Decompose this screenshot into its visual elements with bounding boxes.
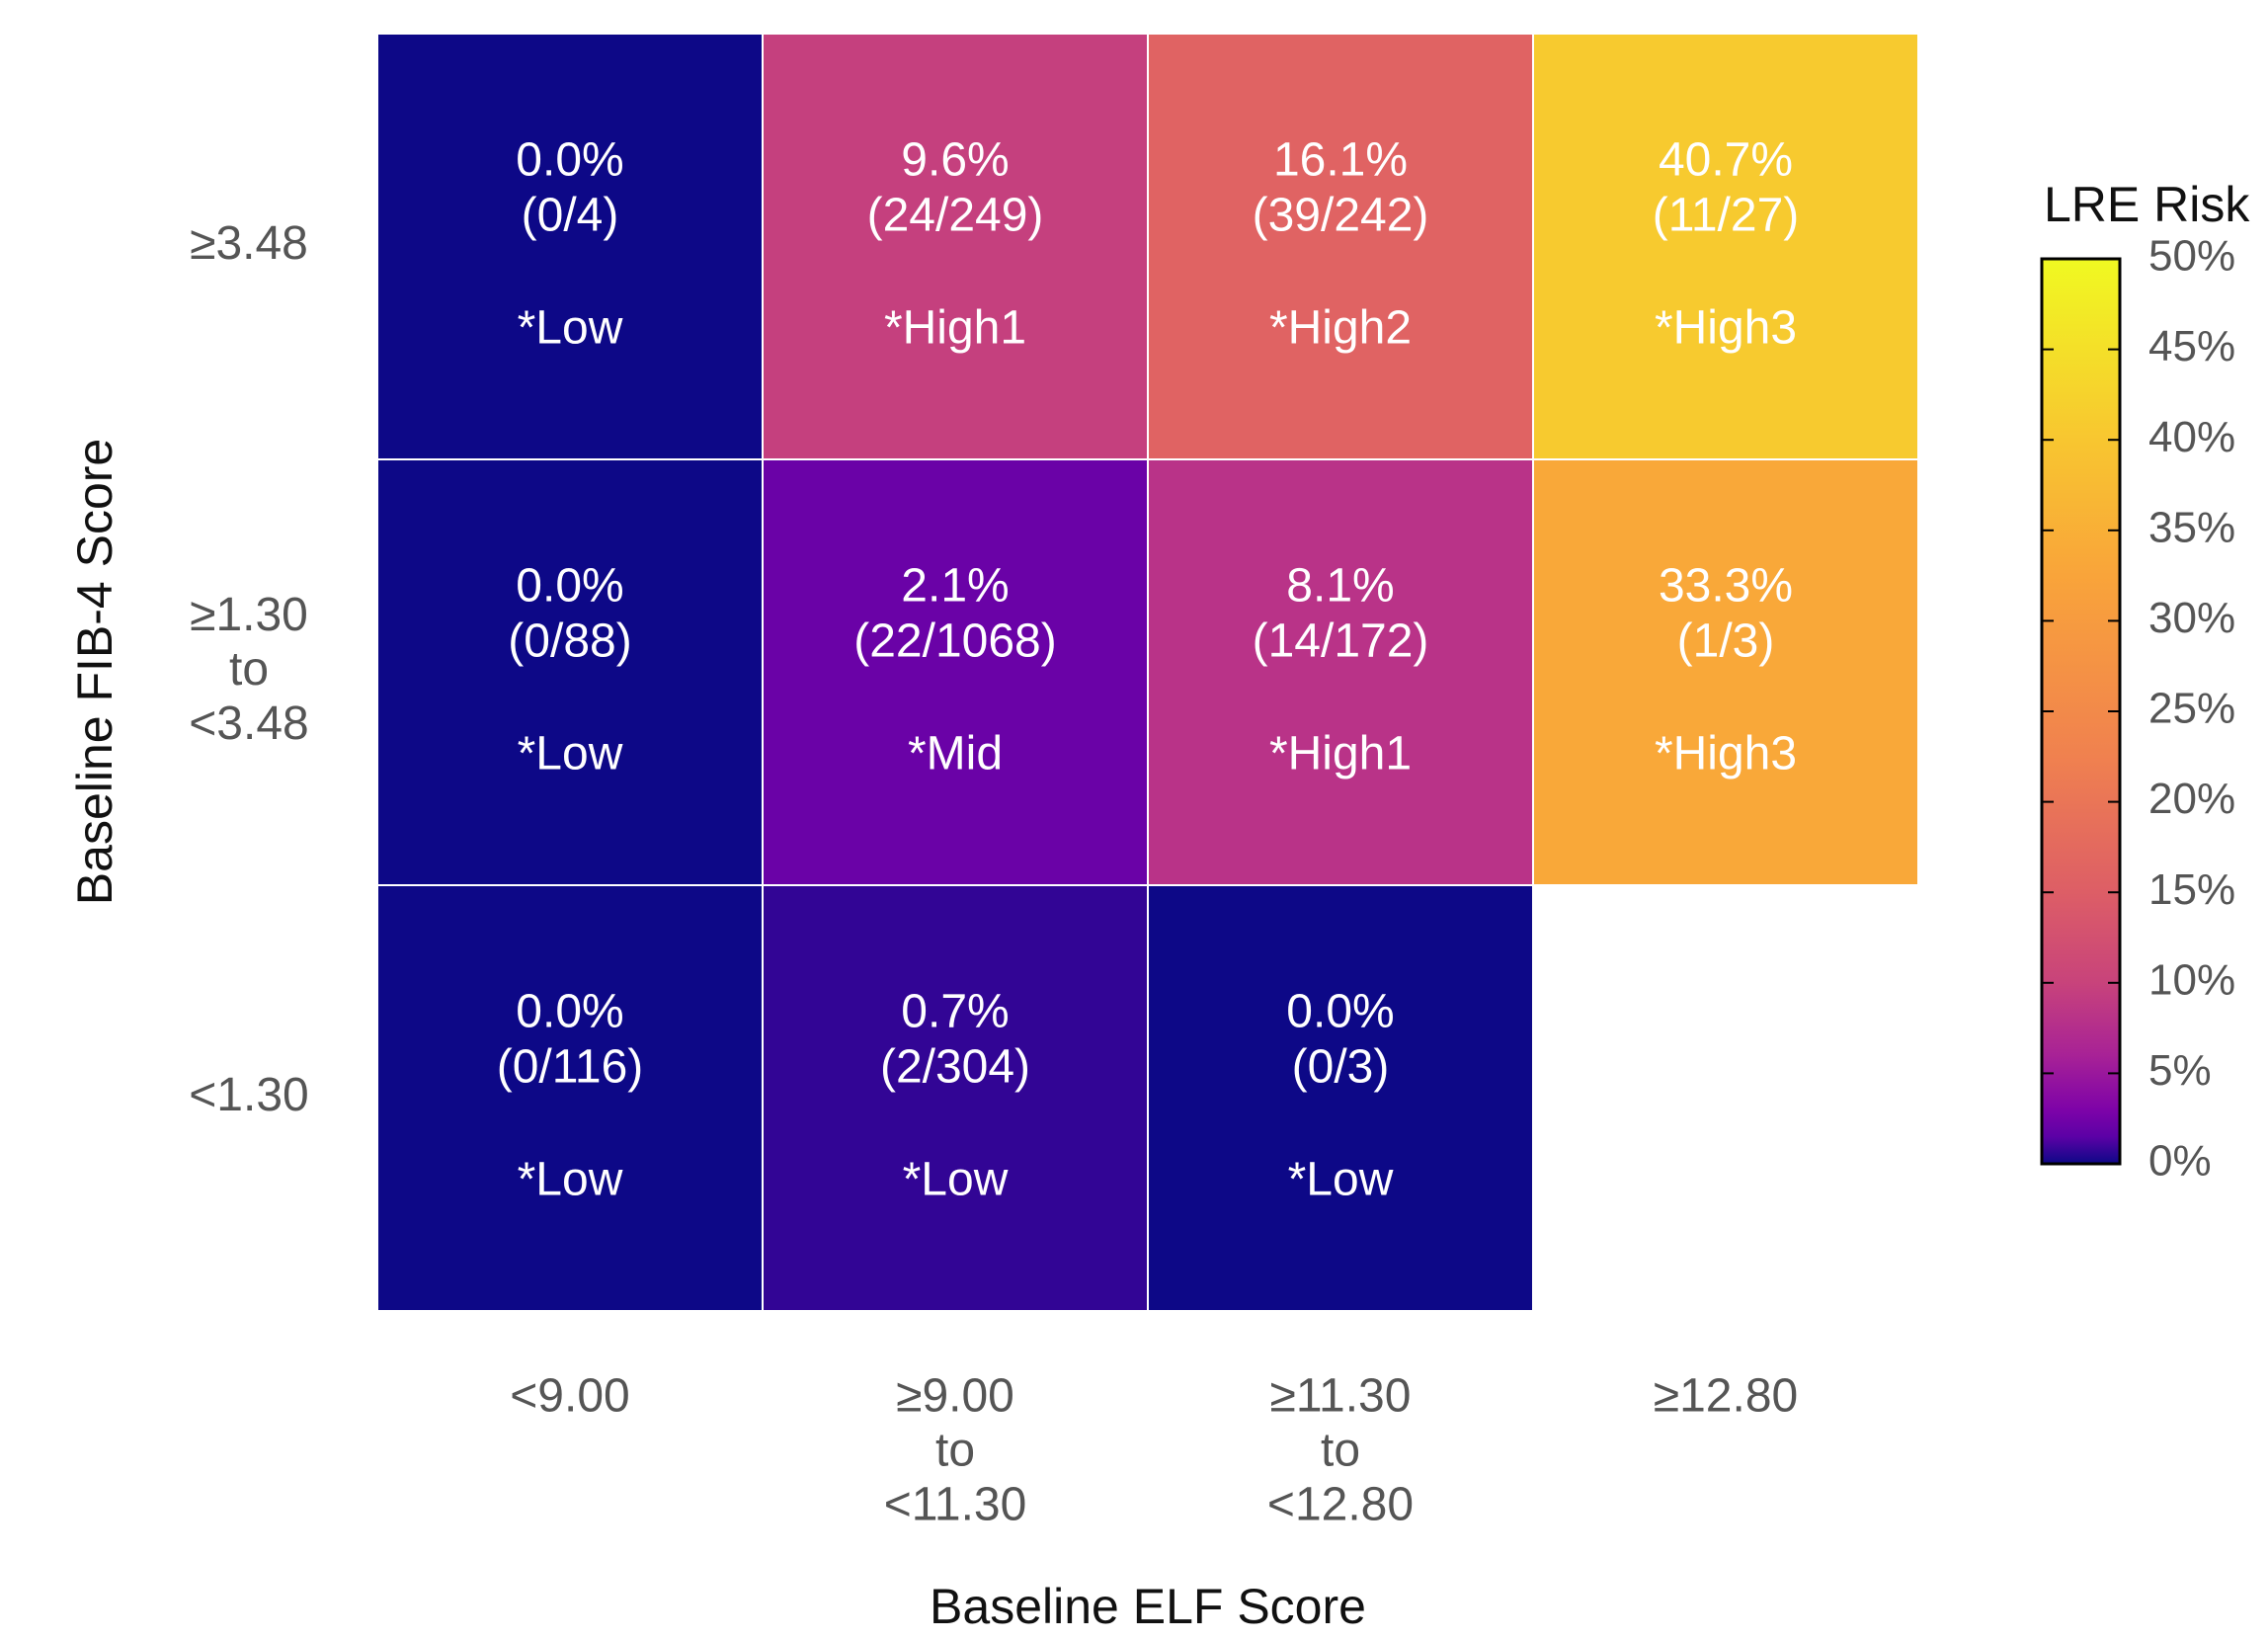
x-tick-label: ≥11.30 [1270,1370,1412,1423]
colorbar [2040,257,2122,1166]
y-tick-label: <1.30 [189,1069,308,1121]
y-tick-label: <3.48 [189,697,308,750]
colorbar-tick-label: 5% [2148,1046,2212,1095]
x-tick-label: to [1321,1425,1360,1477]
y-tick-label: ≥3.48 [190,217,308,270]
cell-value-label: 0.7% [901,986,1009,1038]
cell-group-label: *Mid [908,728,1003,780]
x-tick-label: <9.00 [510,1370,629,1423]
cell-group-label: *Low [1288,1154,1394,1206]
colorbar-tick-label: 15% [2148,865,2235,914]
heatmap-cell [762,884,1149,1312]
heatmap-cell [1147,458,1534,886]
cell-count-label: (0/4) [522,190,619,242]
cell-value-label: 9.6% [901,134,1009,187]
cell-value-label: 16.1% [1273,134,1408,187]
cell-count-label: (1/3) [1677,615,1775,668]
cell-count-label: (14/172) [1253,615,1429,668]
x-tick-label: ≥9.00 [896,1370,1014,1423]
colorbar-tick-label: 30% [2148,594,2235,642]
cell-count-label: (0/3) [1292,1041,1390,1094]
cell-group-label: *Low [518,1154,623,1206]
x-tick-label: <11.30 [884,1479,1027,1531]
cell-group-label: *High1 [884,302,1026,355]
y-tick-label: to [229,643,269,696]
cell-group-label: *High1 [1269,728,1412,780]
colorbar-tick-label: 25% [2148,685,2235,733]
heatmap-cell [376,884,764,1312]
heatmap-cell [1532,33,1919,460]
colorbar-tick-label: 40% [2148,413,2235,461]
colorbar-tick-label: 0% [2148,1137,2212,1186]
cell-count-label: (22/1068) [853,615,1056,668]
cell-group-label: *High2 [1269,302,1412,355]
cell-group-label: *Low [518,728,623,780]
cell-value-label: 2.1% [901,560,1009,613]
colorbar-tick-label: 45% [2148,322,2235,370]
cell-group-label: *Low [518,302,623,355]
x-axis-title: Baseline ELF Score [930,1579,1366,1634]
colorbar-tick-label: 35% [2148,503,2235,551]
colorbar-tick-label: 50% [2148,232,2235,281]
cell-count-label: (0/116) [497,1041,644,1094]
cell-value-label: 8.1% [1286,560,1394,613]
heatmap-cell [762,458,1149,886]
x-tick-label: <12.80 [1267,1479,1414,1531]
cell-group-label: *High3 [1655,728,1797,780]
cell-value-label: 33.3% [1659,560,1793,613]
cell-value-label: 0.0% [1286,986,1394,1038]
heatmap-cell [376,33,764,460]
heatmap-cell [1147,33,1534,460]
heatmap-cell [376,458,764,886]
x-tick-label: to [935,1425,975,1477]
colorbar-title: LRE Risk [2044,177,2250,232]
heatmap-cell [1532,458,1919,886]
cell-count-label: (11/27) [1653,190,1800,242]
cell-count-label: (24/249) [867,190,1044,242]
cell-count-label: (2/304) [880,1041,1030,1094]
cell-group-label: *Low [903,1154,1009,1206]
colorbar-tick-label: 10% [2148,955,2235,1004]
colorbar-tick-label: 20% [2148,775,2235,823]
y-axis-title: Baseline FIB-4 Score [67,439,122,905]
cell-count-label: (0/88) [508,615,631,668]
cell-value-label: 0.0% [516,986,623,1038]
cell-value-label: 0.0% [516,134,623,187]
cell-group-label: *High3 [1655,302,1797,355]
cell-count-label: (39/242) [1253,190,1429,242]
cell-value-label: 0.0% [516,560,623,613]
y-tick-label: ≥1.30 [190,589,308,641]
x-tick-label: ≥12.80 [1654,1370,1798,1423]
cell-value-label: 40.7% [1659,134,1793,187]
heatmap-cell [1147,884,1534,1312]
heatmap-cell [762,33,1149,460]
